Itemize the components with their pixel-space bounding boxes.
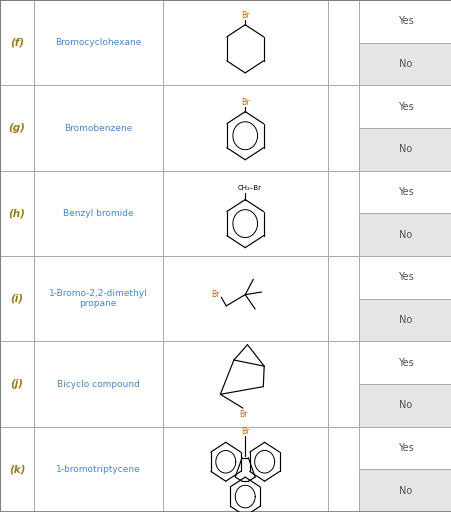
Bar — [34, 170, 162, 256]
Text: Br: Br — [238, 410, 247, 419]
Text: CH₂–Br: CH₂–Br — [237, 185, 261, 191]
Bar — [359, 427, 451, 470]
Bar — [0, 0, 34, 86]
Text: (g): (g) — [9, 123, 25, 133]
Bar — [34, 256, 162, 342]
Bar — [359, 170, 451, 214]
Bar — [34, 0, 162, 86]
Text: No: No — [398, 144, 411, 154]
Text: 1-Bromo-2,2-dimethyl
propane: 1-Bromo-2,2-dimethyl propane — [49, 289, 147, 308]
Bar — [359, 298, 451, 342]
Text: Br: Br — [240, 98, 249, 107]
Bar — [34, 427, 162, 512]
Text: Br: Br — [240, 11, 249, 20]
Bar — [0, 342, 34, 426]
Bar — [359, 384, 451, 426]
Bar — [0, 86, 34, 170]
Text: Yes: Yes — [397, 358, 413, 368]
Bar — [34, 342, 162, 426]
Bar — [162, 342, 327, 426]
Bar — [327, 0, 359, 86]
Bar — [359, 86, 451, 128]
Text: Yes: Yes — [397, 443, 413, 453]
Text: Yes: Yes — [397, 187, 413, 197]
Bar — [327, 170, 359, 256]
Bar — [359, 342, 451, 384]
Bar — [34, 86, 162, 170]
Bar — [359, 42, 451, 86]
Text: (i): (i) — [10, 294, 23, 304]
Text: (h): (h) — [9, 208, 25, 219]
Bar — [0, 427, 34, 512]
Bar — [162, 0, 327, 86]
Text: No: No — [398, 59, 411, 69]
Bar — [0, 170, 34, 256]
Text: (k): (k) — [9, 464, 25, 475]
Bar — [0, 256, 34, 342]
Bar — [162, 256, 327, 342]
Bar — [327, 342, 359, 426]
Bar — [359, 256, 451, 298]
Bar — [162, 427, 327, 512]
Text: Br: Br — [211, 290, 220, 299]
Text: No: No — [398, 230, 411, 240]
Text: Yes: Yes — [397, 272, 413, 283]
Bar — [359, 470, 451, 512]
Text: Yes: Yes — [397, 16, 413, 26]
Bar — [327, 86, 359, 170]
Text: Bromobenzene: Bromobenzene — [64, 123, 132, 133]
Text: 1-bromotriptycene: 1-bromotriptycene — [56, 465, 140, 474]
Bar — [162, 86, 327, 170]
Bar — [327, 427, 359, 512]
Text: Yes: Yes — [397, 102, 413, 112]
Text: (f): (f) — [10, 38, 24, 48]
Bar — [162, 170, 327, 256]
Bar — [327, 256, 359, 342]
Text: Benzyl bromide: Benzyl bromide — [63, 209, 133, 218]
Text: No: No — [398, 486, 411, 496]
Text: (j): (j) — [10, 379, 23, 389]
Text: No: No — [398, 400, 411, 411]
Text: No: No — [398, 315, 411, 325]
Bar — [359, 214, 451, 256]
Text: Bicyclo compound: Bicyclo compound — [57, 379, 139, 389]
Text: Bromocyclohexane: Bromocyclohexane — [55, 38, 141, 47]
Bar — [359, 128, 451, 170]
Bar — [359, 0, 451, 42]
Text: Br: Br — [240, 426, 249, 436]
